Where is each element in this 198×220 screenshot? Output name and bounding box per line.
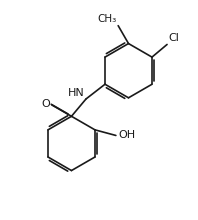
Text: Cl: Cl <box>169 33 180 42</box>
Text: OH: OH <box>118 130 135 140</box>
Text: CH₃: CH₃ <box>97 14 116 24</box>
Text: HN: HN <box>68 88 85 98</box>
Text: O: O <box>41 99 50 109</box>
